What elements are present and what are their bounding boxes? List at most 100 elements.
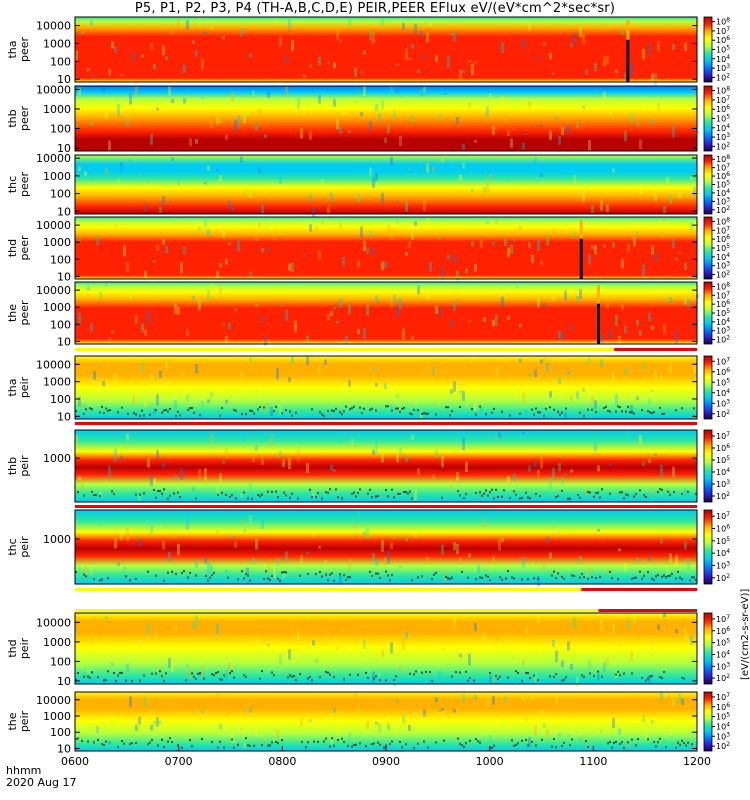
noise-speck: [595, 577, 597, 580]
noise-speck: [259, 677, 261, 680]
noise-speck: [625, 493, 627, 496]
spectrogram-texture: [471, 63, 474, 76]
spectrogram-texture: [78, 396, 81, 407]
spectrogram-texture: [363, 86, 366, 97]
noise-speck: [327, 409, 329, 412]
spectrogram-texture: [225, 569, 228, 573]
spectrogram-texture: [99, 624, 102, 636]
noise-speck: [447, 406, 449, 409]
noise-speck: [477, 740, 479, 743]
colorbar-scale: [703, 16, 713, 83]
spectrogram-texture: [498, 432, 501, 439]
noise-speck: [627, 405, 629, 408]
noise-speck: [121, 739, 123, 742]
spectrogram-texture: [240, 494, 243, 498]
noise-speck: [481, 494, 483, 497]
spectrogram-texture: [348, 489, 351, 493]
y-axis-label: peir: [18, 455, 31, 477]
spectrogram-texture: [651, 488, 654, 494]
noise-speck: [183, 570, 185, 573]
noise-speck: [331, 737, 333, 740]
spectrogram-texture: [693, 364, 696, 374]
noise-speck: [257, 408, 259, 411]
spectrogram-texture: [588, 568, 591, 576]
noise-speck: [113, 493, 115, 496]
y-tick-label: 100: [50, 726, 71, 739]
noise-speck: [583, 676, 585, 679]
noise-speck: [571, 738, 573, 741]
spectrogram-texture: [390, 156, 393, 166]
noise-speck: [537, 679, 539, 682]
spectrogram-texture: [615, 394, 618, 406]
noise-speck: [189, 407, 191, 410]
spectrogram-texture: [195, 50, 198, 57]
noise-speck: [527, 496, 529, 499]
noise-speck: [189, 571, 191, 574]
noise-speck: [289, 674, 291, 677]
spectrogram-texture: [144, 696, 147, 706]
spectrogram-texture: [348, 732, 351, 740]
noise-speck: [107, 409, 109, 412]
noise-speck: [305, 746, 307, 749]
noise-speck: [139, 414, 141, 417]
noise-speck: [225, 493, 227, 496]
noise-speck: [347, 744, 349, 747]
spectrogram-texture: [240, 372, 243, 378]
spectrogram-texture: [144, 400, 147, 408]
y-tick-label: 10000: [36, 20, 71, 33]
noise-speck: [533, 577, 535, 580]
spectrogram-texture: [285, 56, 288, 65]
noise-speck: [555, 577, 557, 580]
spectrogram-texture: [192, 621, 195, 630]
spectrogram-texture: [666, 177, 669, 183]
noise-speck: [535, 744, 537, 747]
spectrogram-texture: [621, 304, 624, 311]
noise-speck: [259, 405, 261, 408]
spectrogram-texture: [588, 659, 591, 671]
noise-speck: [343, 678, 345, 681]
spectrogram-texture: [537, 615, 540, 625]
spectrogram-texture: [264, 134, 267, 138]
noise-speck: [365, 745, 367, 748]
noise-speck: [619, 674, 621, 677]
spectrogram-texture: [399, 447, 402, 455]
spectrogram-texture: [621, 258, 624, 269]
noise-speck: [459, 671, 461, 674]
spectrogram-texture: [210, 392, 213, 398]
y-axis-label: the: [6, 304, 19, 322]
colorbar-tick-label: 102: [716, 205, 730, 215]
noise-speck: [491, 411, 493, 414]
noise-speck: [485, 413, 487, 416]
spectrogram-texture: [642, 103, 645, 114]
noise-speck: [105, 407, 107, 410]
spectrogram-texture: [342, 105, 345, 116]
noise-speck: [687, 490, 689, 493]
noise-speck: [403, 490, 405, 493]
noise-speck: [85, 408, 87, 411]
noise-speck: [333, 676, 335, 679]
spectrogram-texture: [471, 188, 474, 193]
noise-speck: [667, 490, 669, 493]
spectrogram-texture: [459, 557, 462, 562]
spectrogram-texture: [111, 714, 114, 724]
spectrogram-texture: [264, 562, 267, 568]
spectrogram-texture: [261, 456, 264, 465]
noise-speck: [391, 488, 393, 491]
noise-speck: [553, 408, 555, 411]
colorbar-scale: [703, 612, 713, 685]
spectrogram-texture: [243, 743, 246, 749]
noise-speck: [243, 491, 245, 494]
spectrogram-texture: [336, 320, 339, 324]
noise-speck: [623, 746, 625, 749]
noise-speck: [609, 570, 611, 573]
y-axis-label: peer: [18, 172, 31, 198]
spectrogram-texture: [258, 366, 261, 376]
noise-speck: [535, 407, 537, 410]
y-tick-label: 1000: [43, 452, 71, 465]
spectrogram-texture: [576, 676, 579, 688]
noise-speck: [339, 411, 341, 414]
spectrogram-texture: [486, 105, 489, 117]
noise-speck: [623, 497, 625, 500]
noise-speck: [169, 494, 171, 497]
spectrogram-texture: [435, 306, 438, 314]
